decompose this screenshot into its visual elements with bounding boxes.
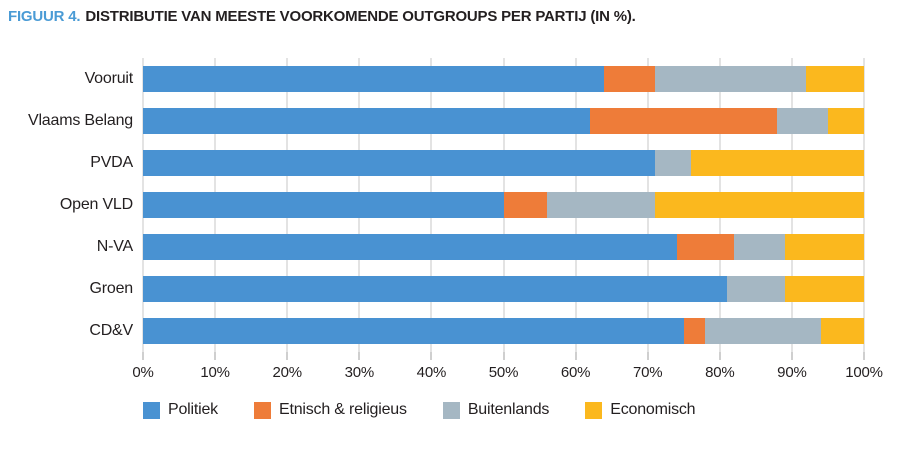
bar-row [143, 108, 864, 134]
bar-segment-politiek [143, 318, 684, 344]
bar-row [143, 192, 864, 218]
bar-segment-politiek [143, 66, 605, 92]
category-label: Groen [89, 280, 134, 297]
legend-item: Economisch [585, 401, 696, 419]
category-label: Vlaams Belang [27, 112, 133, 129]
plot-area [142, 58, 865, 352]
legend-swatch-icon [253, 401, 271, 419]
bar-segment-buitenlands [654, 150, 691, 176]
bar-row [143, 150, 864, 176]
legend-swatch-icon [442, 401, 460, 419]
category-label: CD&V [89, 322, 133, 339]
bar-row [143, 276, 864, 302]
bar-segment-buitenlands [654, 66, 807, 92]
chart-title-text: DISTRIBUTIE VAN MEESTE VOORKOMENDE OUTGR… [85, 8, 636, 25]
gridline [863, 58, 865, 352]
bar-segment-economisch [654, 192, 864, 218]
legend-item: Buitenlands [442, 401, 550, 419]
bar-segment-politiek [143, 108, 591, 134]
axis-tick [863, 352, 865, 360]
category-label: PVDA [90, 154, 133, 171]
chart-title: FIGUUR 4. DISTRIBUTIE VAN MEESTE VOORKOME… [8, 8, 636, 25]
category-label: Open VLD [59, 196, 133, 213]
axis-tick [430, 352, 433, 360]
legend-swatch-icon [585, 401, 603, 419]
bar-segment-etnisch-religieus [676, 234, 735, 260]
axis-tick [790, 352, 793, 360]
bar-segment-politiek [143, 192, 504, 218]
axis-tick-label: 30% [344, 364, 375, 381]
axis-tick-label: 50% [488, 364, 519, 381]
axis-tick-label: 60% [560, 364, 591, 381]
bar-segment-buitenlands [705, 318, 821, 344]
legend-item: Etnisch & religieus [253, 401, 407, 419]
axis-tick-label: 0% [132, 364, 154, 381]
legend-item: Politiek [143, 401, 218, 419]
bar-segment-etnisch-religieus [590, 108, 778, 134]
bar-segment-buitenlands [777, 108, 828, 134]
bar-segment-buitenlands [727, 276, 785, 302]
axis-tick [718, 352, 721, 360]
bar-row [143, 66, 864, 92]
legend-label: Politiek [168, 401, 218, 418]
legend-label: Etnisch & religieus [278, 401, 407, 418]
axis-tick [502, 352, 505, 360]
axis-tick [142, 352, 144, 360]
axis-tick [286, 352, 289, 360]
axis-tick-label: 70% [632, 364, 663, 381]
bar-segment-politiek [143, 276, 727, 302]
axis-tick-label: 100% [845, 364, 883, 381]
axis-tick-label: 20% [272, 364, 302, 381]
legend-swatch-icon [143, 401, 160, 419]
bar-segment-buitenlands [546, 192, 655, 218]
bar-segment-buitenlands [734, 234, 785, 260]
axis-tick-label: 80% [705, 364, 735, 381]
bar-segment-politiek [143, 150, 655, 176]
bar-segment-economisch [806, 66, 864, 92]
axis-tick [574, 352, 577, 360]
axis-tick-label: 90% [777, 364, 807, 381]
axis-tick-label: 40% [416, 364, 447, 381]
axis-tick [646, 352, 649, 360]
bar-segment-economisch [827, 108, 864, 134]
axis-tick-label: 10% [200, 364, 230, 381]
legend-label: Buitenlands [467, 401, 550, 418]
legend-label: Economisch [610, 401, 696, 418]
bar-segment-etnisch-religieus [503, 192, 547, 218]
bar-segment-economisch [784, 234, 864, 260]
bar-segment-economisch [820, 318, 864, 344]
bar-row [143, 318, 864, 344]
category-label: Vooruit [84, 70, 134, 87]
bar-row [143, 234, 864, 260]
bar-segment-economisch [784, 276, 864, 302]
axis-tick [358, 352, 361, 360]
category-label: N-VA [96, 238, 133, 255]
axis-tick [214, 352, 217, 360]
legend: Politiek Etnisch & religieus Buitenlands Ec… [143, 401, 696, 419]
bar-segment-economisch [690, 150, 864, 176]
bar-segment-etnisch-religieus [604, 66, 655, 92]
figure-number: FIGUUR 4. [8, 8, 81, 25]
bar-segment-etnisch-religieus [683, 318, 706, 344]
bar-segment-politiek [143, 234, 677, 260]
